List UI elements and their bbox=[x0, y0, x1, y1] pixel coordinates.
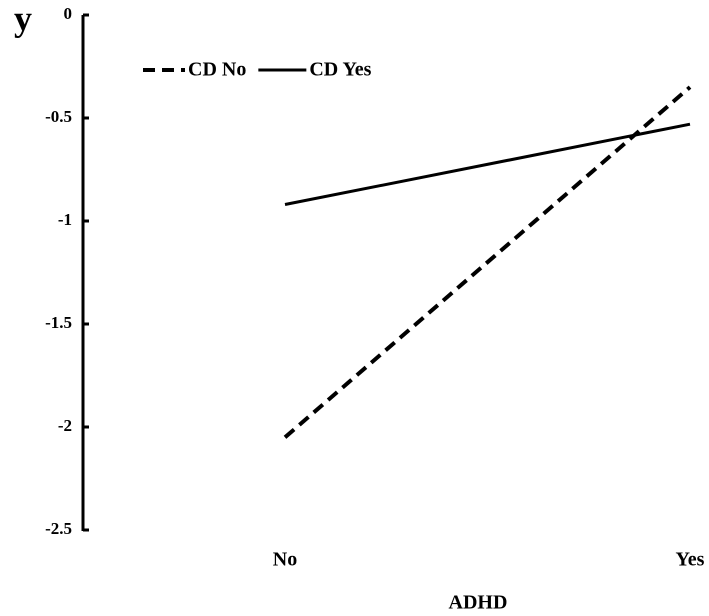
y-tick-label: -0.5 bbox=[45, 107, 72, 126]
y-tick-label: -2 bbox=[58, 416, 72, 435]
y-tick-label: -2.5 bbox=[45, 519, 72, 538]
y-tick-label: 0 bbox=[64, 4, 73, 23]
line-series bbox=[283, 85, 692, 439]
x-axis-label: ADHD bbox=[449, 592, 508, 614]
legend-label: CD Yes bbox=[309, 59, 371, 81]
line-series bbox=[284, 122, 691, 206]
x-tick-label: Yes bbox=[676, 549, 705, 571]
y-tick-label: -1 bbox=[58, 210, 72, 229]
x-tick-label: No bbox=[273, 549, 297, 571]
legend-label: CD No bbox=[188, 59, 246, 81]
y-axis-label: y bbox=[14, 0, 32, 38]
y-tick-label: -1.5 bbox=[45, 313, 72, 332]
